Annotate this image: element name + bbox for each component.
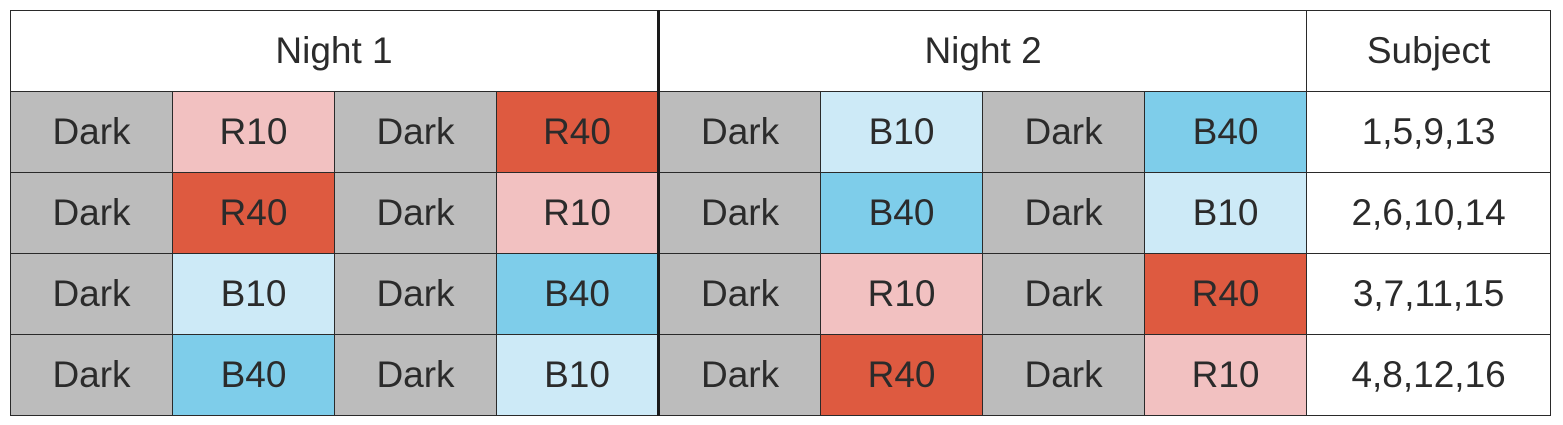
- condition-cell: B40: [1144, 91, 1308, 173]
- condition-cell: R40: [495, 91, 660, 173]
- condition-cell: Dark: [657, 253, 822, 335]
- header-row: Night 1 Night 2 Subject: [9, 10, 1552, 92]
- condition-cell: R10: [820, 253, 984, 335]
- condition-cell: Dark: [982, 91, 1146, 173]
- light-schedule-table: Night 1 Night 2 Subject Dark R10 Dark R40 Da…: [9, 10, 1552, 416]
- condition-cell: Dark: [10, 334, 173, 416]
- condition-cell: R40: [1144, 253, 1308, 335]
- table-row: Dark R40 Dark R10 Dark B40 Dark B10 2,6,10,14: [10, 172, 1552, 254]
- condition-cell: Dark: [982, 334, 1146, 416]
- condition-cell: B10: [1144, 172, 1308, 254]
- condition-cell: B10: [172, 253, 335, 335]
- night-1-header: Night 1: [9, 10, 660, 92]
- condition-cell: Dark: [982, 172, 1146, 254]
- condition-cell: Dark: [657, 334, 822, 416]
- condition-cell: Dark: [10, 172, 173, 254]
- condition-cell: Dark: [334, 91, 497, 173]
- condition-cell: R40: [820, 334, 984, 416]
- subject-cell: 1,5,9,13: [1306, 91, 1552, 173]
- condition-cell: Dark: [334, 253, 497, 335]
- condition-cell: B10: [820, 91, 984, 173]
- subject-header: Subject: [1306, 10, 1552, 92]
- schedule-body: Dark R10 Dark R40 Dark B10 Dark B40 1,5,9,13 Dark…: [10, 91, 1552, 416]
- table-row: Dark R10 Dark R40 Dark B10 Dark B40 1,5,9,13: [10, 91, 1552, 173]
- subject-cell: 4,8,12,16: [1306, 334, 1552, 416]
- condition-cell: B40: [172, 334, 335, 416]
- condition-cell: R10: [1144, 334, 1308, 416]
- condition-cell: Dark: [334, 172, 497, 254]
- condition-cell: B40: [495, 253, 660, 335]
- condition-cell: B10: [495, 334, 660, 416]
- table-row: Dark B40 Dark B10 Dark R40 Dark R10 4,8,12,16: [10, 334, 1552, 416]
- condition-cell: Dark: [334, 334, 497, 416]
- condition-cell: R10: [495, 172, 660, 254]
- condition-cell: Dark: [657, 91, 822, 173]
- condition-cell: Dark: [10, 91, 173, 173]
- condition-cell: R10: [172, 91, 335, 173]
- subject-cell: 3,7,11,15: [1306, 253, 1552, 335]
- condition-cell: Dark: [982, 253, 1146, 335]
- table-row: Dark B10 Dark B40 Dark R10 Dark R40 3,7,11,15: [10, 253, 1552, 335]
- condition-cell: B40: [820, 172, 984, 254]
- condition-cell: R40: [172, 172, 335, 254]
- subject-cell: 2,6,10,14: [1306, 172, 1552, 254]
- condition-cell: Dark: [10, 253, 173, 335]
- night-2-header: Night 2: [657, 10, 1308, 92]
- condition-cell: Dark: [657, 172, 822, 254]
